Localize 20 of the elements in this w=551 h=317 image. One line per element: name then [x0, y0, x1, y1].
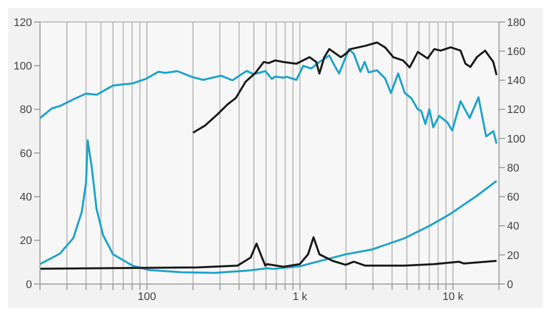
y-tick-label: 40 [20, 192, 32, 204]
y2-tick-label: 100 [507, 133, 526, 146]
y2-tick-label: 0 [507, 278, 514, 291]
y-tick-label: 120 [14, 16, 32, 29]
y2-tick-label: 140 [507, 75, 526, 88]
y-tick-label: 20 [20, 235, 32, 248]
x-tick-label: 1 k [292, 290, 308, 303]
y-tick-label: 100 [14, 60, 32, 73]
y2-tick-label: 120 [507, 104, 526, 116]
y2-tick-label: 60 [507, 192, 520, 204]
y2-tick-label: 80 [507, 162, 520, 174]
y-tick-label: 0 [26, 278, 32, 291]
x-tick-label: 10 k [442, 290, 464, 303]
y2-tick-label: 40 [507, 220, 520, 233]
y-tick-label: 80 [20, 104, 32, 116]
y2-tick-label: 20 [507, 250, 520, 262]
y-tick-label: 60 [20, 148, 32, 160]
y2-tick-label: 180 [507, 16, 526, 29]
x-tick-label: 100 [138, 290, 156, 303]
y2-tick-label: 160 [507, 46, 526, 58]
